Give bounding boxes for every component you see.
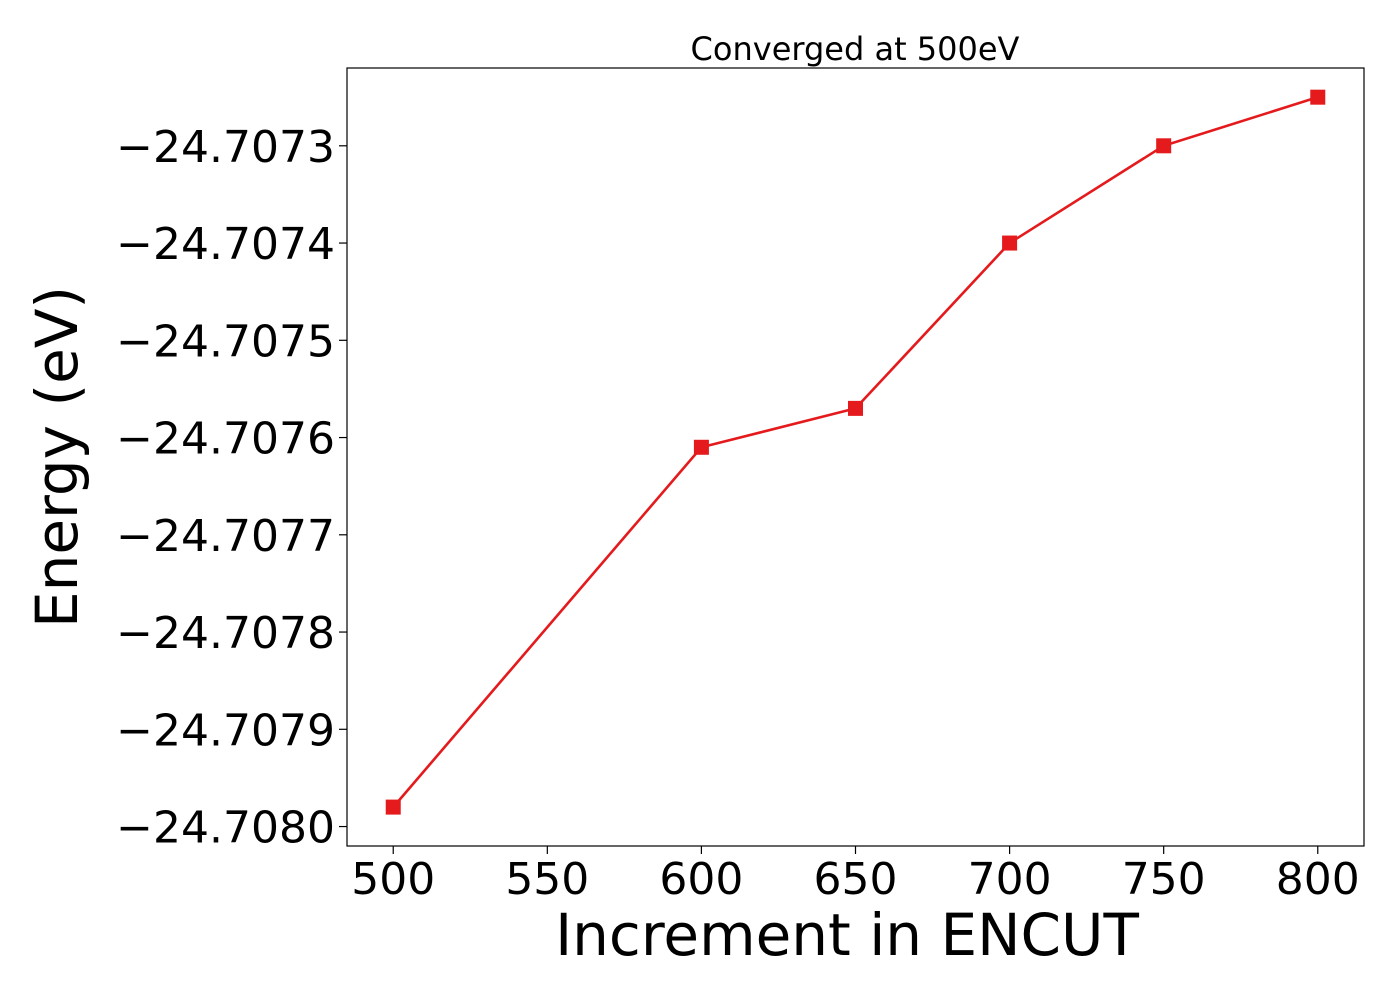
data-point (1002, 235, 1018, 251)
y-axis-title: Energy (eV) (23, 286, 91, 628)
x-tick-label: 600 (659, 854, 743, 905)
data-point (693, 439, 709, 455)
y-tick-label: −24.7075 (116, 316, 335, 367)
data-point (848, 400, 863, 416)
data-point (1310, 89, 1326, 105)
y-tick-label: −24.7074 (116, 219, 335, 270)
y-tick-label: −24.7077 (116, 511, 335, 562)
y-tick-label: −24.7073 (116, 122, 335, 173)
y-tick-label: −24.7076 (116, 414, 335, 465)
x-tick-label: 650 (814, 854, 898, 905)
series-layer (385, 89, 1326, 815)
y-tick-label: −24.7078 (116, 608, 335, 659)
x-axis-title: Increment in ENCUT (555, 901, 1139, 969)
x-tick-label: 500 (351, 854, 435, 905)
data-point (385, 799, 401, 815)
y-tick-label: −24.7080 (116, 803, 335, 854)
chart-title: Converged at 500eV (691, 30, 1020, 68)
x-tick-label: 800 (1276, 854, 1360, 905)
y-tick-label: −24.7079 (116, 705, 335, 756)
data-point (1156, 138, 1172, 154)
y-axis: −24.7080 −24.7079 −24.7078 −24.7077 −24.7076… (116, 122, 347, 854)
x-tick-label: 750 (1122, 854, 1206, 905)
x-axis: 500 550 600 650 700 750 800 (351, 846, 1360, 905)
x-tick-label: 550 (505, 854, 589, 905)
x-tick-label: 700 (968, 854, 1052, 905)
series-line (392, 95, 1319, 808)
plot-frame (346, 67, 1365, 847)
